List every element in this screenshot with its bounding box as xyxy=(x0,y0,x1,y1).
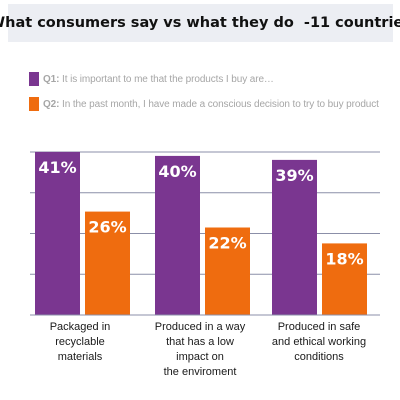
legend-text-q1: It is important to me that the products … xyxy=(59,73,274,85)
data-label-q1-2: 39% xyxy=(275,166,313,185)
legend-swatch-q1 xyxy=(29,72,39,86)
legend-prefix-q1: Q1: xyxy=(43,73,60,85)
legend-swatch-q2 xyxy=(29,97,39,111)
chart-title: What consumers say vs what they do -11 c… xyxy=(0,15,400,31)
legend-label-q2: Q2: In the past month, I have made a con… xyxy=(43,99,379,110)
data-label-q1-1: 40% xyxy=(158,162,196,181)
category-label-2: Produced in safe and ethical working con… xyxy=(271,321,367,363)
legend-prefix-q2: Q2: xyxy=(43,98,60,110)
bar-q1-0 xyxy=(35,151,80,315)
bar-q1-1 xyxy=(155,155,200,315)
legend-item-q2: Q2: In the past month, I have made a con… xyxy=(29,97,379,111)
bar-q2-0 xyxy=(85,211,130,315)
bar-q2-1 xyxy=(205,227,250,315)
data-label-q1-0: 41% xyxy=(38,158,76,177)
category-label-1: Produced in a way that has a low impact … xyxy=(154,321,246,378)
legend: Q1: It is important to me that the produ… xyxy=(29,72,379,122)
legend-text-q2: In the past month, I have made a conscio… xyxy=(62,98,379,110)
bar-q1-2 xyxy=(272,159,317,315)
data-label-q2-2: 18% xyxy=(325,249,363,268)
data-label-q2-1: 22% xyxy=(208,234,246,253)
legend-label-q1: Q1: It is important to me that the produ… xyxy=(43,74,274,85)
chart-title-bar: What consumers say vs what they do -11 c… xyxy=(0,4,400,42)
data-label-q2-0: 26% xyxy=(88,218,126,237)
legend-item-q1: Q1: It is important to me that the produ… xyxy=(29,72,379,86)
bar-q2-2 xyxy=(322,243,367,315)
category-label-0: Packaged in recyclable materials xyxy=(49,321,111,363)
